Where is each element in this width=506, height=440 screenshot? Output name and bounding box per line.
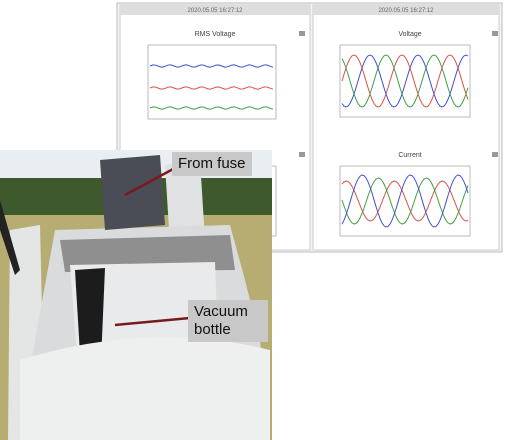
wave <box>149 106 274 110</box>
wave <box>341 174 469 228</box>
wave <box>149 64 274 68</box>
right-panel <box>312 4 500 251</box>
title-bar <box>313 5 499 15</box>
chart-title: RMS Voltage <box>195 31 236 38</box>
chart-title: Voltage <box>398 31 421 38</box>
wave <box>341 54 469 108</box>
wave <box>341 180 469 222</box>
plot-area <box>147 44 277 120</box>
menu-icons <box>299 31 498 157</box>
label-vacuum-bottle: Vacuum bottle <box>188 300 268 342</box>
plot-area <box>339 165 471 237</box>
timestamp: 2020.05.05 16:27:12 <box>378 8 434 14</box>
title-bar <box>120 5 310 15</box>
wave <box>149 86 274 90</box>
wave <box>341 54 469 108</box>
wave <box>341 177 469 225</box>
photo <box>0 150 272 440</box>
waveforms <box>149 54 469 228</box>
chart-title: Current <box>398 152 421 159</box>
label-from-fuse: From fuse <box>172 152 252 176</box>
wave <box>341 54 469 108</box>
plot-area <box>339 44 471 118</box>
pointer-lines <box>114 166 191 327</box>
timestamp: 2020.05.05 16:27:12 <box>187 8 243 14</box>
